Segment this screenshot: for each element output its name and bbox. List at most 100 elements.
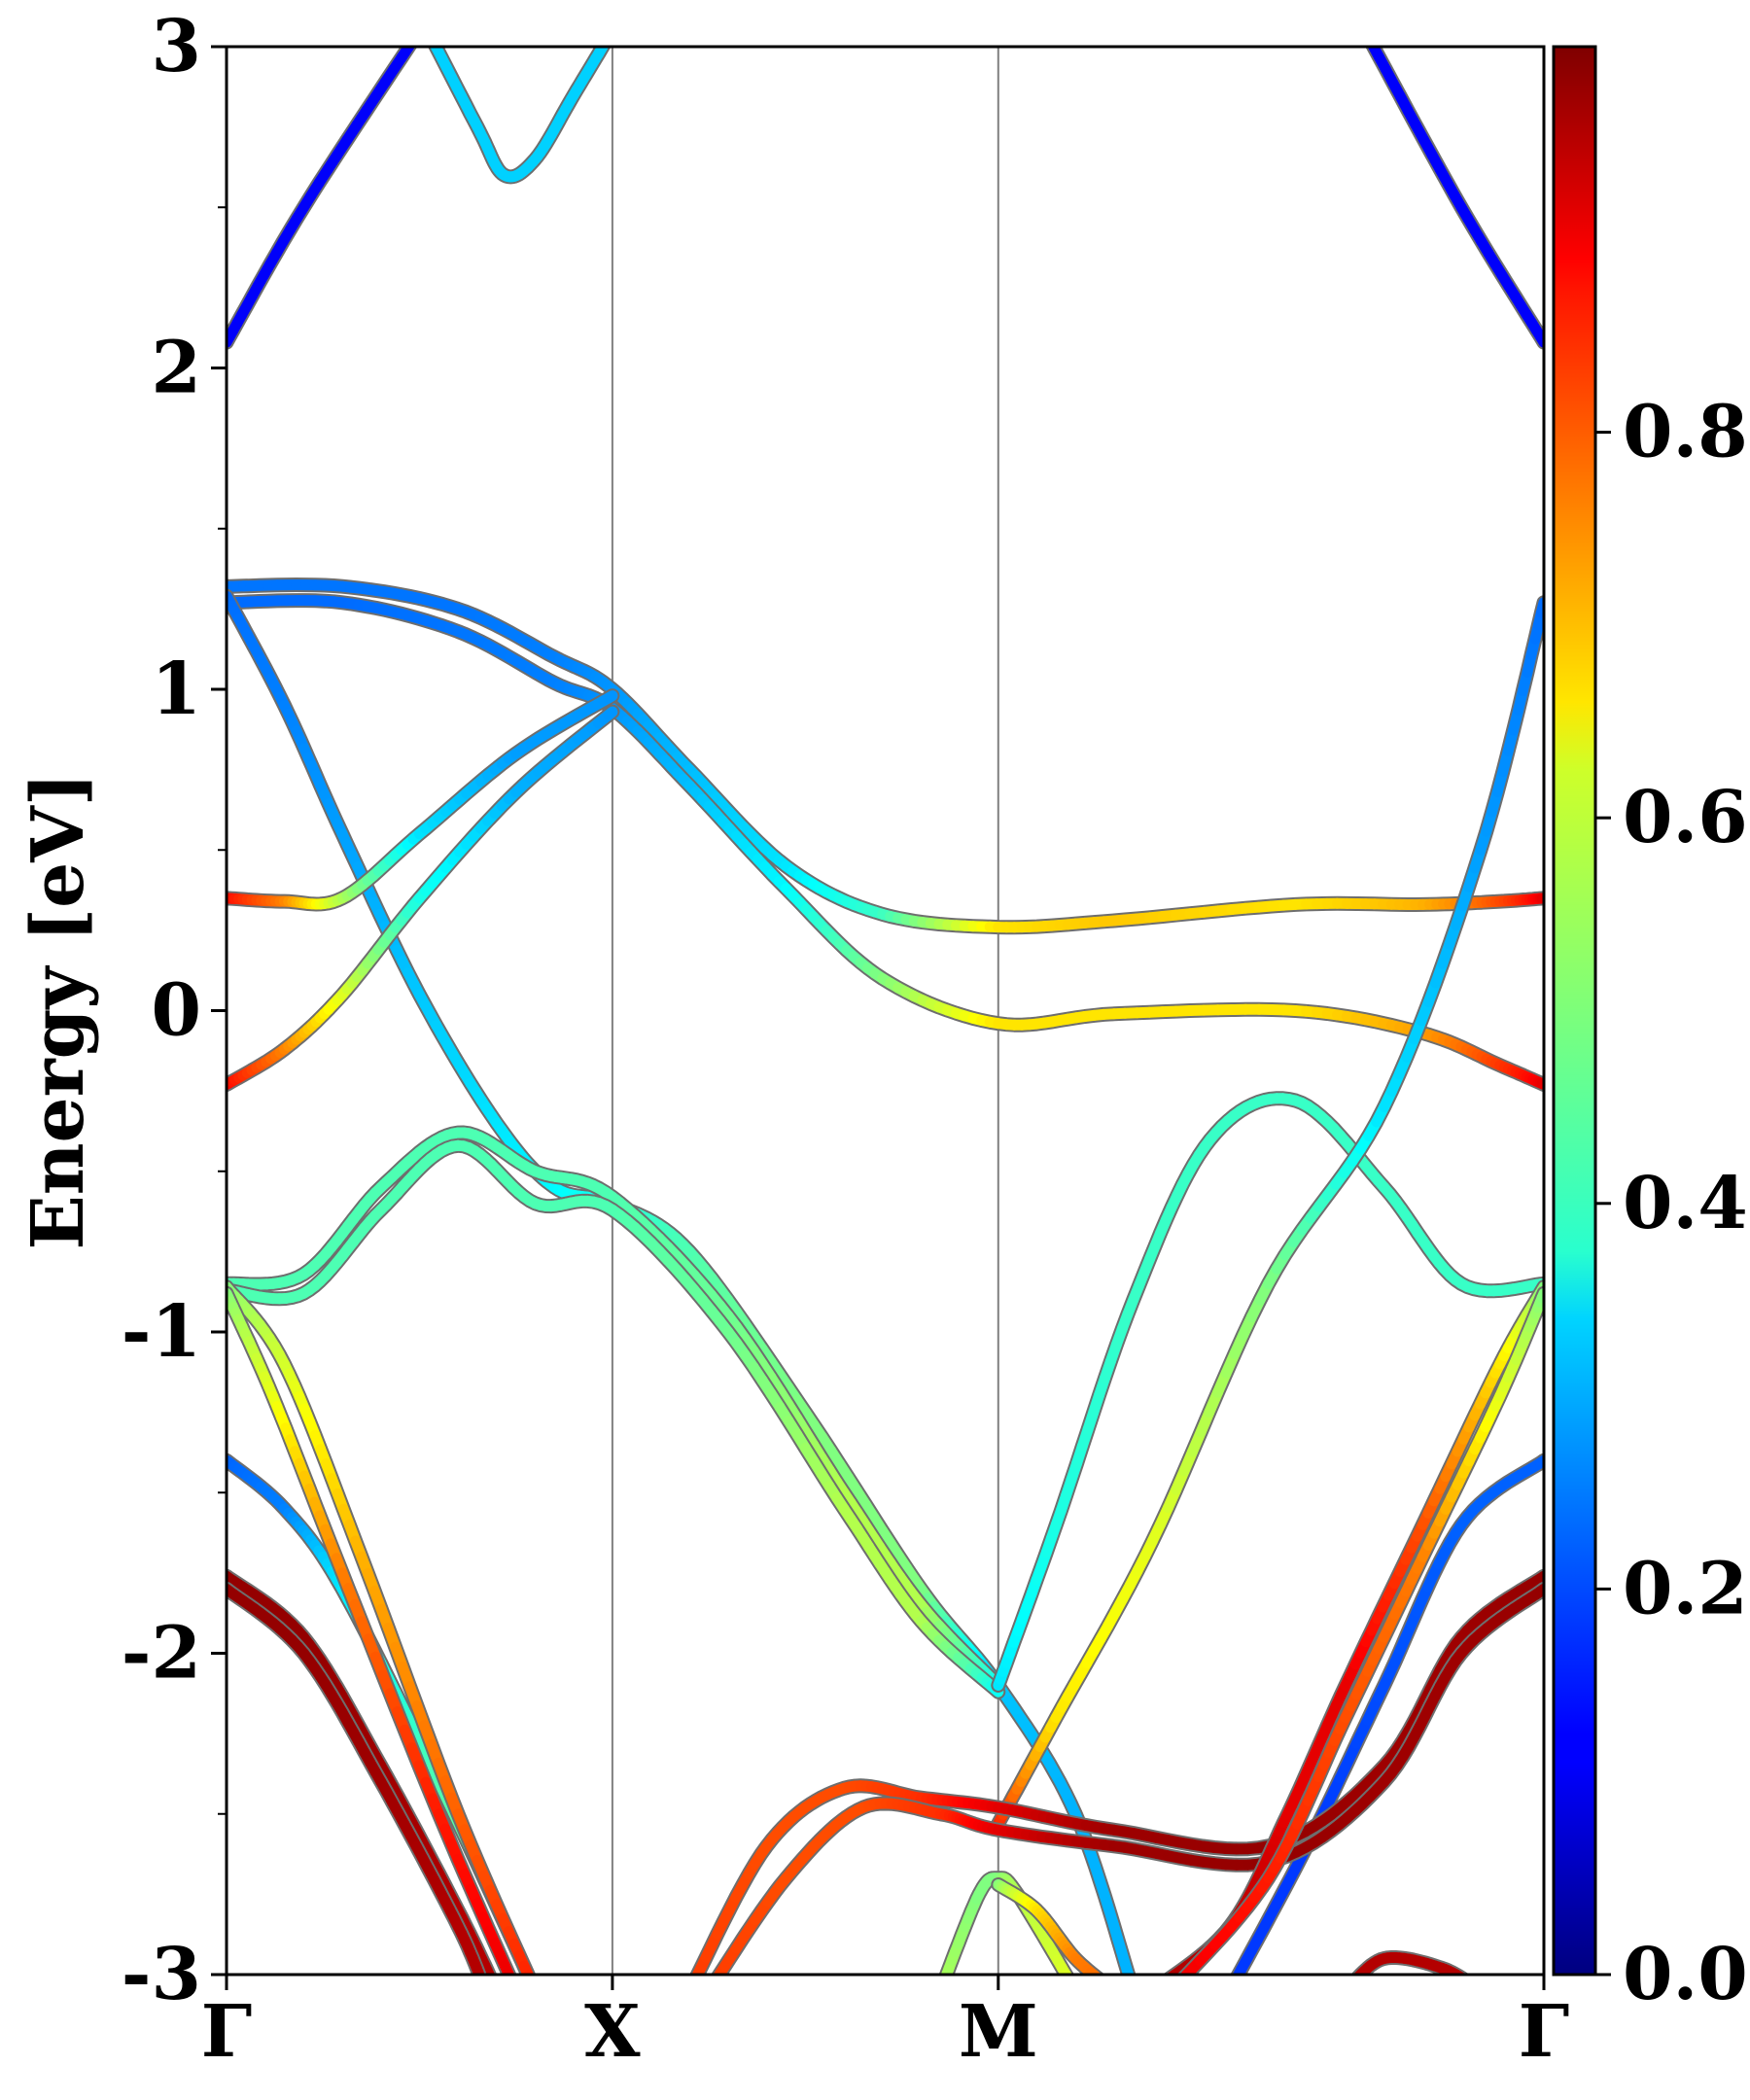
band-segment [513,1983,516,1990]
band [227,1581,487,1988]
band-segment [1479,1990,1481,1991]
band-segment [611,31,612,34]
band-segment [709,1986,712,1991]
band [227,1138,1006,1699]
band-segment [1110,1988,1112,1990]
band-segment [1457,1973,1467,1975]
band-segment [1101,1980,1103,1982]
band-segment [482,1982,483,1985]
y-axis: 3 2 1 0 -1 -2 -3 [122,5,227,2016]
band [1230,1452,1544,1991]
band-segment [1176,1981,1181,1986]
band-segment [523,1970,535,1975]
band-segment [1453,1971,1466,1975]
band-segment [1354,1974,1357,1975]
band-segment [473,1970,485,1975]
band-segment [504,1970,515,1975]
band [991,1877,1114,1990]
band-segment [1165,1973,1173,1975]
band-segment [1093,1972,1102,1975]
band-segment [1478,1988,1480,1989]
colorbar-tick-label: 0.2 [1623,1547,1748,1630]
band-segment [495,1987,497,1990]
y-tick-label: 2 [152,327,202,410]
band-segment [1108,1986,1110,1988]
band-segment [1160,1982,1165,1985]
band [991,595,1544,1832]
band [227,704,620,1092]
band-lines [227,15,1544,1991]
band-segment [1172,1986,1175,1991]
colorbar-tick-label: 0.0 [1623,1933,1748,2016]
band-segment [942,1981,944,1987]
band-segment [691,1971,702,1975]
band-segment [1232,1972,1242,1975]
x-tick-label: Γ [1519,1990,1570,2074]
band-segment [1112,1989,1114,1990]
band [1172,1285,1544,1991]
band-outline [227,578,1544,935]
band-segment [1105,1984,1108,1986]
band-segment [483,1985,484,1988]
band-segment [1471,1983,1474,1985]
band-outline [427,47,612,185]
band-segment [1348,1985,1350,1987]
band [1365,31,1544,350]
band-segment [1131,1983,1133,1991]
band-segment [1346,1989,1348,1990]
band-segment [689,1984,692,1990]
band-segment [609,33,611,36]
band-segment [1475,1987,1477,1988]
band [991,1091,1544,1693]
band-segment [1473,1985,1475,1987]
x-tick-label: M [959,1990,1038,2074]
band [227,31,420,350]
x-tick-label: Γ [201,1990,253,2074]
band-segment [1365,31,1369,39]
band-segment [429,32,433,40]
band-segment [1348,1987,1349,1989]
band-segment [478,1974,483,1975]
band [227,1125,1006,1693]
y-tick-label: 0 [152,969,202,1053]
band-segment [1468,1982,1471,1984]
colorbar-tick-label: 0.4 [1623,1162,1748,1245]
band [227,1452,537,1975]
band [227,688,620,912]
colorbar-axis: 0.0 0.2 0.4 0.6 0.8 [1595,391,1748,2016]
colorbar [1552,45,1597,1977]
band-segment [940,1986,942,1990]
band-segment [425,25,429,32]
y-tick-label: -2 [122,1612,201,1696]
band-segment [1156,1985,1160,1988]
band [419,15,612,185]
band-outline [227,1452,537,1975]
band-segment [492,1980,494,1984]
colorbar-tick-label: 0.8 [1623,391,1748,474]
band [227,1279,537,1975]
y-tick-label: 1 [152,648,202,731]
colorbar-tick-label: 0.6 [1623,776,1748,859]
band-segment [1352,1971,1364,1975]
band-segment [1153,1988,1156,1991]
band-segment [1069,1981,1072,1987]
band-segment [1351,1982,1353,1985]
band-segment [422,19,425,25]
band-segment [712,1980,716,1986]
band-segment [494,1984,496,1988]
band [227,578,1544,935]
band-segment [415,31,420,39]
band-segment [484,1970,496,1975]
band-segment [1465,1980,1468,1982]
band-segment [599,47,610,50]
band-segment [419,15,422,19]
y-tick-label: -1 [122,1290,201,1374]
band-outline [991,1091,1544,1693]
band-segment [603,706,618,720]
band-segment [1230,1985,1233,1991]
band-segment [607,36,609,40]
band [709,1581,1544,1991]
high-symmetry-lines [611,47,999,1975]
y-tick-label: -3 [122,1933,201,2016]
band-segment [1103,1982,1106,1984]
